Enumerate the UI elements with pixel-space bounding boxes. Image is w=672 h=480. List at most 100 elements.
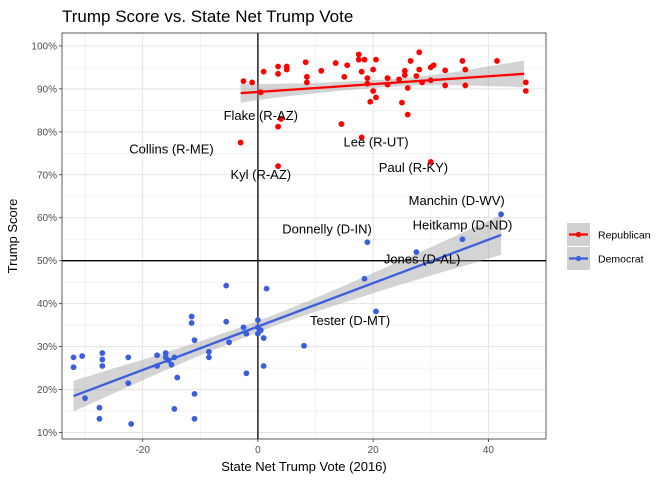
data-point <box>79 353 86 359</box>
data-point <box>416 66 423 73</box>
data-point <box>249 79 256 86</box>
data-point <box>427 158 434 165</box>
data-point <box>260 335 267 341</box>
data-point <box>522 88 529 94</box>
confidence-bands <box>73 60 525 412</box>
x-tick-label: 0 <box>255 445 261 456</box>
data-points <box>70 49 529 427</box>
data-point <box>355 51 362 58</box>
annotation-label: Collins (R-ME) <box>129 141 214 156</box>
data-point <box>370 88 377 94</box>
legend: Republican Democrat <box>567 223 651 270</box>
data-point <box>413 249 420 256</box>
data-point <box>223 282 230 289</box>
annotation-label: Manchin (D-WV) <box>409 193 505 208</box>
annotation-label: Lee (R-UT) <box>344 134 409 149</box>
data-point <box>373 56 379 63</box>
legend-key-point <box>575 231 582 238</box>
data-point <box>442 82 449 89</box>
data-point <box>125 380 132 387</box>
y-tick-label: 60% <box>37 213 57 224</box>
data-point <box>128 421 135 427</box>
data-point <box>275 163 281 170</box>
x-tick-label: -20 <box>135 445 150 456</box>
data-point <box>237 139 244 146</box>
data-point <box>255 317 261 323</box>
data-point <box>401 67 408 74</box>
data-point <box>226 339 232 346</box>
y-tick-label: 100% <box>31 41 57 52</box>
trend-line <box>240 72 525 95</box>
data-point <box>396 76 402 83</box>
y-tick-label: 40% <box>37 299 57 310</box>
annotation-label: Donnelly (D-IN) <box>282 222 372 237</box>
legend-label: Democrat <box>598 254 644 266</box>
data-point <box>364 239 371 246</box>
annotations: Flake (R-AZ) Collins (R-ME) Kyl (R-AZ) Lee … <box>129 108 512 328</box>
data-point <box>206 348 212 355</box>
data-point <box>240 78 247 85</box>
x-tick-label: 20 <box>368 445 380 456</box>
data-point <box>459 58 466 64</box>
data-point <box>191 337 198 344</box>
data-point <box>401 72 408 79</box>
annotation-label: Tester (D-MT) <box>310 313 390 328</box>
data-point <box>303 73 310 80</box>
data-point <box>373 94 379 101</box>
y-tick-label: 20% <box>37 385 57 396</box>
data-point <box>494 58 500 64</box>
data-point <box>188 313 195 320</box>
data-point <box>361 275 368 282</box>
data-point <box>301 342 307 349</box>
trend-lines <box>73 72 525 398</box>
data-point <box>240 324 247 331</box>
data-point <box>162 350 169 356</box>
x-axis-ticks: -20 0 20 40 <box>135 439 494 456</box>
data-point <box>370 66 377 73</box>
data-point <box>407 58 414 64</box>
data-point <box>358 68 365 75</box>
data-point <box>404 85 411 91</box>
data-point <box>206 354 212 361</box>
data-point <box>99 363 106 369</box>
data-point <box>338 121 345 127</box>
data-point <box>191 390 198 397</box>
data-point <box>96 415 103 422</box>
data-point <box>174 374 181 381</box>
trend-line <box>73 233 502 398</box>
annotation-label: Flake (R-AZ) <box>224 108 298 123</box>
data-point <box>243 370 250 377</box>
y-axis-title: Trump Score <box>5 199 20 274</box>
confidence-band <box>73 215 502 412</box>
y-tick-label: 30% <box>37 342 57 353</box>
data-point <box>223 318 230 325</box>
data-point <box>302 59 309 66</box>
data-point <box>125 354 132 361</box>
data-point <box>459 236 466 243</box>
data-point <box>358 134 365 141</box>
data-point <box>341 73 348 80</box>
data-point <box>191 415 198 422</box>
plot-panel-border <box>61 32 547 440</box>
x-axis-title: State Net Trump Vote (2016) <box>221 459 386 474</box>
data-point <box>82 395 88 402</box>
data-point <box>188 320 195 326</box>
data-point <box>442 67 449 74</box>
data-point <box>384 75 391 82</box>
y-axis-ticks: 10% 20% 30% 40% 50% 60% 70% 80% 90% 100% <box>31 41 62 439</box>
data-point <box>263 285 270 292</box>
y-tick-label: 70% <box>37 170 57 181</box>
data-point <box>462 66 469 73</box>
data-point <box>498 211 504 218</box>
data-point <box>318 67 325 74</box>
annotation-label: Jones (D-AL) <box>384 252 461 267</box>
data-point <box>154 352 160 359</box>
data-point <box>427 64 434 71</box>
y-tick-label: 80% <box>37 127 57 138</box>
data-point <box>416 49 423 56</box>
annotation-label: Heitkamp (D-ND) <box>413 217 513 232</box>
confidence-band <box>240 60 525 103</box>
y-tick-label: 90% <box>37 84 57 95</box>
data-point <box>399 99 405 106</box>
